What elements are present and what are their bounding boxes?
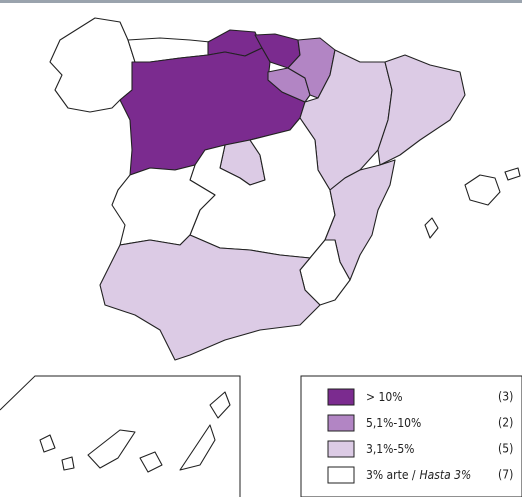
canarias-island	[87, 429, 136, 469]
legend: > 10% (3) 5,1%-10% (2) 3,1%-5% (5) 3% arte / Ha…	[327, 388, 513, 484]
region-galicia	[49, 17, 136, 113]
legend-swatch	[327, 414, 355, 432]
legend-label-text: 5,1%-10%	[366, 416, 421, 430]
legend-label-text: 3% arte /	[366, 468, 416, 482]
region-navarra	[287, 37, 336, 99]
legend-count: (2)	[498, 416, 513, 430]
region-balearic-menorca	[504, 167, 521, 181]
legend-count: (7)	[498, 468, 513, 482]
canarias-island	[179, 424, 216, 471]
region-catalonia	[377, 54, 466, 166]
region-balearic-ibiza	[424, 217, 439, 239]
canarias-island	[39, 434, 56, 453]
legend-label-text: > 10%	[366, 390, 402, 404]
legend-label-text: 3,1%-5%	[366, 442, 414, 456]
region-andalucia	[99, 234, 321, 361]
legend-label: 5,1%-10%	[366, 416, 421, 430]
legend-label: 3% arte / Hasta 3%	[366, 468, 471, 482]
legend-count: (5)	[498, 442, 513, 456]
canarias-island	[139, 451, 163, 473]
legend-count: (3)	[498, 390, 513, 404]
canarias-island	[209, 391, 231, 419]
legend-label: > 10%	[366, 390, 402, 404]
canarias-island	[61, 456, 75, 471]
legend-swatch	[327, 388, 355, 406]
legend-swatch	[327, 440, 355, 458]
legend-label-italic: Hasta 3%	[420, 468, 472, 482]
legend-label: 3,1%-5%	[366, 442, 414, 456]
canarias-frame	[0, 375, 241, 497]
region-balearic-mallorca	[464, 174, 501, 206]
legend-swatch	[327, 466, 355, 484]
